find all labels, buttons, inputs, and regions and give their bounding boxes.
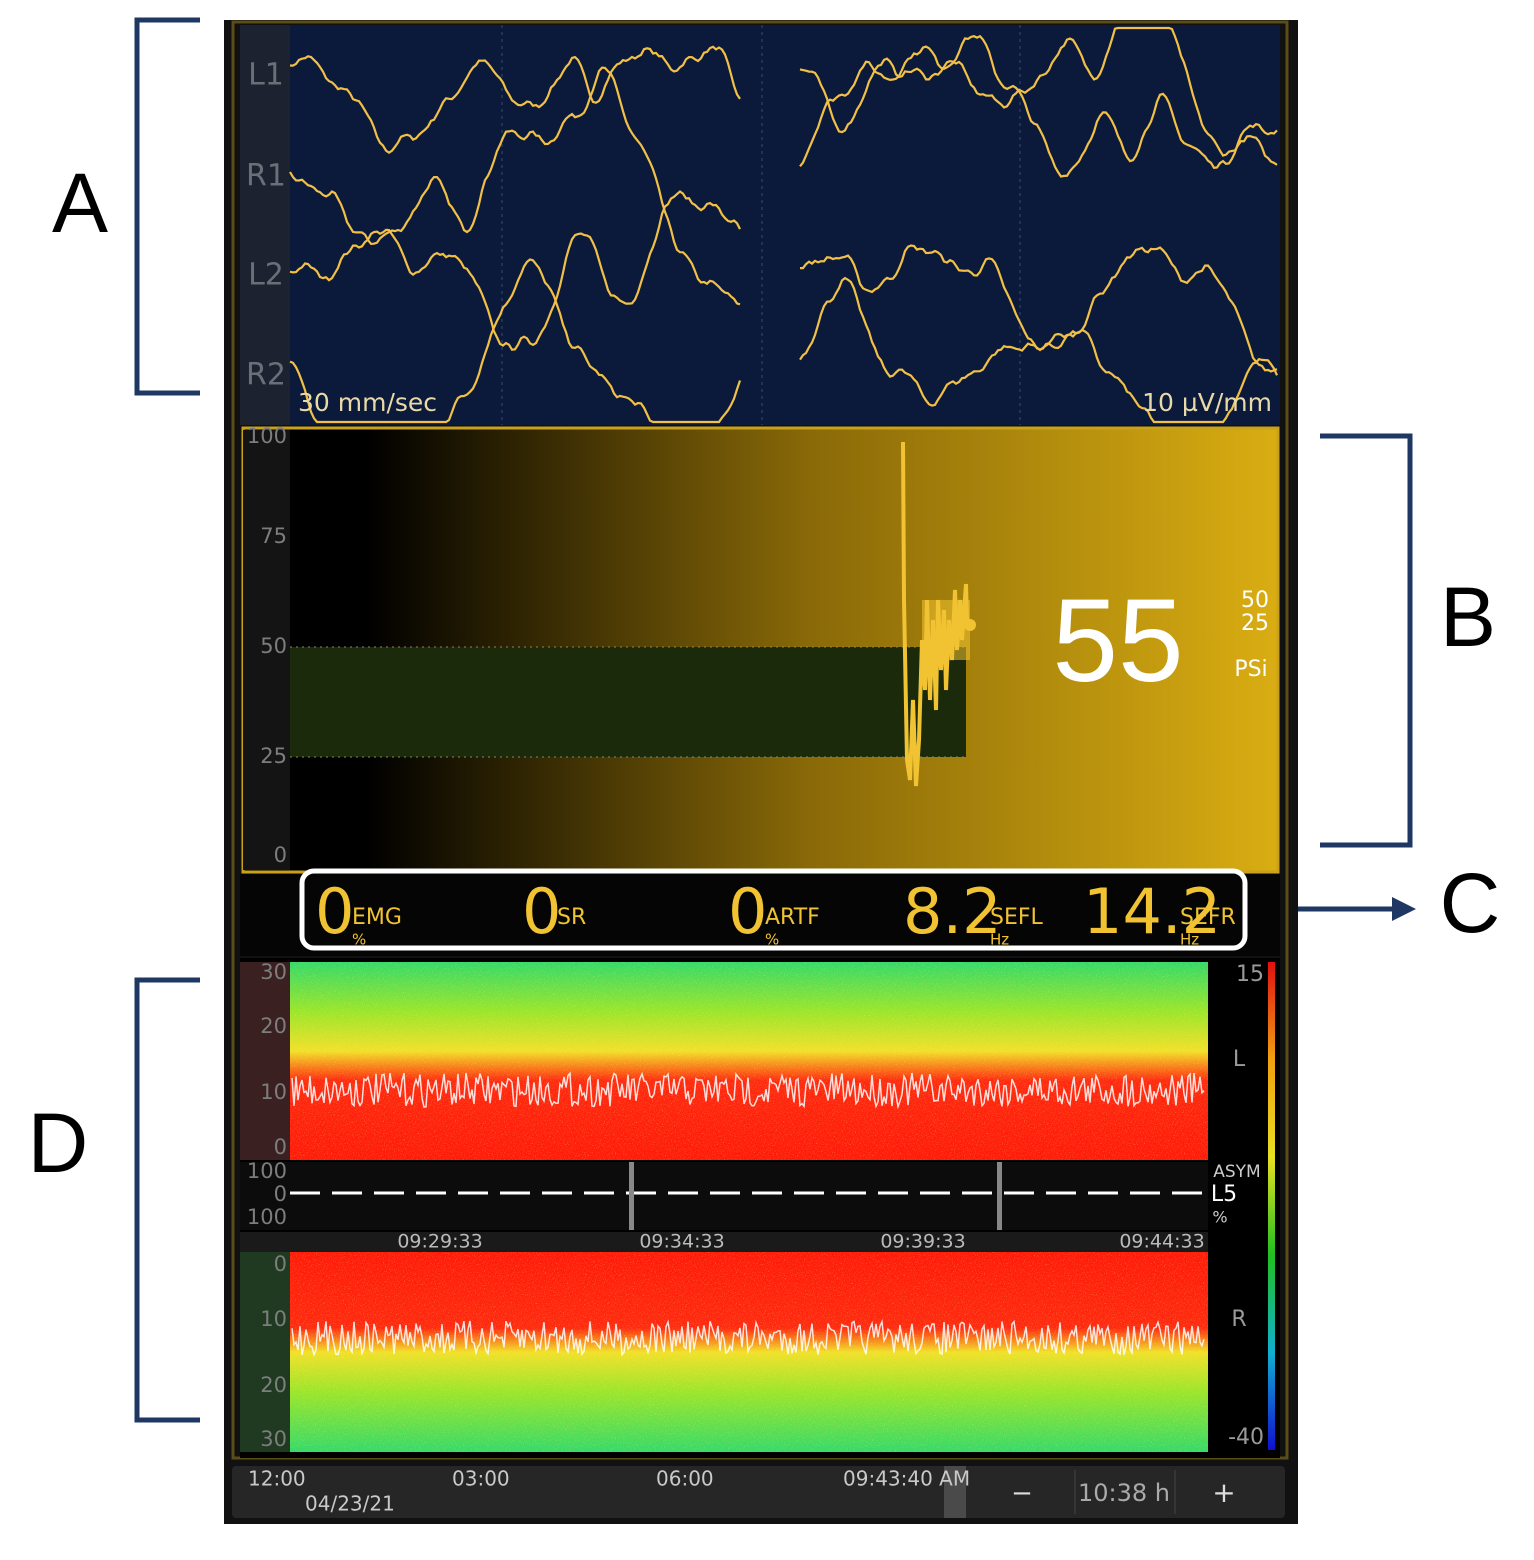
psi-tick-label: 25 (260, 744, 287, 768)
dsa-tick-label: 30 (260, 960, 287, 984)
psi-tick-label: 0 (274, 843, 287, 867)
channel-label: L1 (248, 58, 284, 93)
sef-trace (291, 1318, 1205, 1357)
color-bar (1268, 962, 1275, 1450)
parameter-unit: % (352, 931, 366, 949)
time-label: 09:34:33 (639, 1231, 724, 1253)
spectrogram-noise (290, 962, 1208, 1160)
arrow-head (1392, 897, 1416, 921)
psi-current-dot (964, 619, 976, 631)
dsa-tick-label: 0 (274, 1252, 287, 1276)
parameter-value: 8.2 (903, 875, 1002, 948)
dsa-tick-label: 10 (260, 1307, 287, 1331)
psi-tick-label: 50 (260, 634, 287, 658)
parameter-name: SEFL (990, 905, 1044, 930)
channel-label: R2 (246, 358, 286, 393)
gain: 10 µV/mm (1142, 388, 1272, 417)
timeline-cursor-time: 09:43:40 AM (843, 1467, 970, 1491)
psi-value: 55 (1052, 575, 1183, 707)
psi-tick-label: 100 (247, 424, 287, 448)
parameter-value: 0 (522, 875, 561, 948)
parameter-name: ARTF (765, 905, 820, 930)
eeg-trace (289, 66, 741, 306)
eeg-trace (289, 190, 741, 351)
event-marker (997, 1162, 1002, 1230)
dsa-tick-label: 0 (274, 1135, 287, 1159)
parameter-name: SR (557, 905, 586, 930)
eeg-trace (289, 45, 741, 155)
timeline-mark: 06:00 (656, 1467, 714, 1491)
colorbar-label: 15 (1236, 962, 1264, 987)
parameter-unit: Hz (1180, 931, 1199, 949)
eeg-label-column (240, 25, 290, 425)
psi-trend-fill (922, 600, 970, 660)
asym-tick-label: 0 (274, 1182, 287, 1206)
timeline-mark: 03:00 (452, 1467, 510, 1491)
timeline-date: 04/23/21 (305, 1492, 395, 1516)
spectrogram-noise (290, 1252, 1208, 1452)
time-label: 09:44:33 (1119, 1231, 1204, 1253)
side-label: R (1231, 1307, 1246, 1332)
channel-label: L2 (248, 258, 284, 293)
parameter-bar (240, 874, 1280, 956)
parameter-value: 0 (728, 875, 767, 948)
event-marker (629, 1162, 634, 1230)
side-label: L (1233, 1047, 1246, 1072)
annotation: D (28, 1096, 89, 1190)
target-band (290, 647, 966, 757)
asym-tick-label: 100 (247, 1205, 287, 1229)
zoom-in-button[interactable]: + (1212, 1476, 1235, 1509)
timeline-mark: 12:00 (248, 1467, 306, 1491)
dsa-axis-right (240, 1252, 290, 1452)
timeline (232, 1466, 1285, 1518)
bracket-b (1320, 433, 1413, 848)
dsa-tick-label: 20 (260, 1373, 287, 1397)
asym-unit: % (1212, 1208, 1227, 1227)
eeg-panel (240, 25, 1280, 425)
colorbar-label: -40 (1228, 1425, 1264, 1450)
parameter-value: 14.2 (1083, 875, 1221, 948)
channel-label: R1 (246, 159, 286, 194)
dsa-tick-label: 10 (260, 1080, 287, 1104)
eeg-trace (799, 26, 1278, 166)
parameter-highlight (299, 868, 1248, 951)
psi-label: PSi (1234, 657, 1267, 682)
eeg-trace (799, 34, 1278, 178)
eeg-trace (799, 276, 1279, 424)
time-label: 09:39:33 (880, 1231, 965, 1253)
asym-strip (240, 1162, 1208, 1230)
sweep-speed: 30 mm/sec (298, 388, 437, 417)
asym-channel: L5 (1211, 1182, 1237, 1207)
asym-tick-label: 100 (247, 1159, 287, 1183)
annotation: C (1440, 856, 1501, 950)
parameter-name: SEFR (1180, 905, 1236, 930)
zoom-out-button[interactable]: − (1011, 1479, 1033, 1509)
timeline-span: 10:38 h (1078, 1479, 1170, 1507)
time-label: 09:29:33 (397, 1231, 482, 1253)
psi-range: 50 (1241, 588, 1269, 613)
parameter-unit: Hz (990, 931, 1009, 949)
dsa-axis-left (240, 962, 290, 1160)
bracket-d (134, 977, 200, 1423)
time-axis (240, 1232, 1208, 1252)
parameter-value: 0 (315, 875, 354, 948)
bracket-a (134, 17, 200, 396)
eeg-trace (289, 258, 742, 424)
dsa-tick-label: 30 (260, 1427, 287, 1451)
psi-range: 25 (1241, 611, 1269, 636)
asym-label: ASYM (1213, 1162, 1260, 1182)
annotation: B (1440, 570, 1496, 664)
dsa-tick-label: 20 (260, 1014, 287, 1038)
sef-trace (291, 1071, 1205, 1110)
timeline-cursor[interactable] (944, 1466, 966, 1518)
psi-axis-column (243, 430, 290, 870)
parameter-name: EMG (352, 905, 402, 930)
psi-tick-label: 75 (260, 524, 287, 548)
parameter-unit: % (765, 931, 779, 949)
annotation: A (52, 156, 108, 250)
